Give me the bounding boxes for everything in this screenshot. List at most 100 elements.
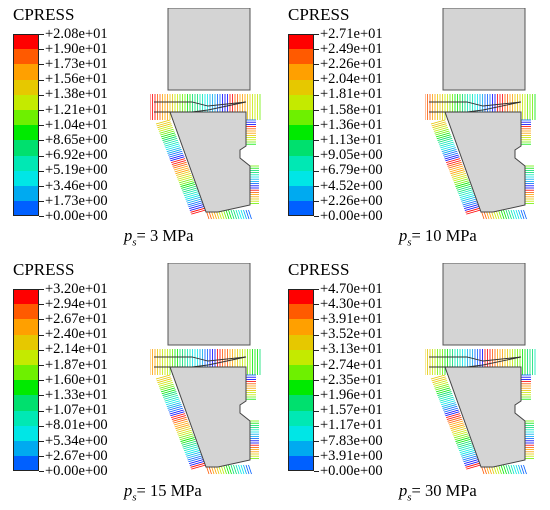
pressure-vector [160,385,175,391]
pressure-vector [451,427,466,433]
pressure-vector [438,393,453,398]
legend-label: +7.83e+00 [320,432,383,449]
pressure-vector [437,391,452,396]
legend-tick [314,410,319,412]
legend-label: +2.26e+00 [320,192,383,209]
legend-label: +2.08e+01 [45,25,108,42]
legend-title: CPRESS [13,260,75,279]
legend-swatch [13,395,39,411]
pressure-vector [233,464,237,475]
seal-lip-outline [154,356,247,368]
legend-label: +1.73e+01 [45,55,108,72]
pressure-vector [523,209,527,220]
pressure-vector [183,189,198,195]
seal-lip-outline [429,356,522,368]
pressure-vector [225,464,230,475]
pressure-vector [159,128,174,134]
pressure-vector [173,420,189,426]
pressure-vector [460,195,475,200]
pressure-vector [163,394,179,400]
pressure-vector [166,147,181,152]
legend-swatch [13,304,39,320]
seal-lip [154,356,247,368]
legend-tick [39,334,44,336]
caption-sub: s [132,491,137,504]
pressure-vector [448,418,463,424]
pressure-vector [458,446,474,452]
pressure-vector [248,209,252,220]
legend-tick [39,380,44,382]
legend-swatch [13,79,39,95]
pressure-vector [164,141,179,147]
pressure-vector [189,459,204,465]
legend-swatch [13,49,39,65]
pressure-vector [434,128,449,134]
pressure-vector [458,191,474,197]
pressure-vector [465,207,480,213]
pressure-vector [176,172,191,178]
legend-swatch [288,186,314,202]
legend-label: +2.71e+01 [320,25,383,42]
legend-swatch [288,410,314,426]
pressure-vector [178,176,193,182]
legend-swatch [13,334,39,350]
pressure-vector [432,123,447,129]
pressure-vector [515,209,520,220]
pressure-vector [518,209,522,220]
legend-swatch [288,155,314,171]
pressure-vector [432,378,447,384]
pressure-vector [435,132,451,138]
pressure-vector [430,119,446,125]
pressure-vector [446,160,461,165]
legend-label: +9.05e+00 [320,147,383,164]
legend-label: +1.07e+01 [45,402,108,419]
pressure-vector [178,178,194,184]
legend-label: +8.65e+00 [45,131,108,148]
caption-text: = 15 MPa [136,481,202,500]
pressure-vector [172,416,187,422]
pressure-vector [181,440,197,446]
seal-contour-figure [150,8,261,220]
pressure-vector [459,193,474,198]
legend-swatch [13,456,39,472]
pressure-vector [166,402,181,407]
pressure-vector [245,209,250,220]
pressure-vector [190,207,205,213]
pressure-caption: ps= 3 MPa [124,226,194,248]
pressure-vector [452,429,467,435]
pressure-vector [439,396,454,402]
legend-tick [314,79,319,81]
pressure-vector [451,172,466,178]
pressure-vector [446,415,461,420]
pressure-vector [185,195,200,200]
pressure-vector [443,150,458,156]
legend-title: CPRESS [13,5,75,24]
legend-tick [39,456,44,458]
pressure-vector [163,139,179,145]
pressure-vector [515,464,520,475]
pressure-vector [158,380,173,385]
pressure-vector [177,429,192,435]
legend-swatch [13,110,39,126]
legend-tick [39,49,44,51]
pressure-vector [189,206,204,211]
legend-tick [314,456,319,458]
pressure-vector [443,407,459,413]
pressure-vector [165,398,180,404]
pressure-vector [440,143,455,149]
legend-tick [39,201,44,203]
legend-label: +1.04e+01 [45,116,108,133]
legend-tick [314,380,319,382]
panel-3: CPRESS +3.20e+01 +2.94e+01 +2.67e+01 +2.40e… [0,255,275,510]
pressure-vector [187,455,202,461]
legend-label: +1.36e+01 [320,116,383,133]
legend-label: +2.74e+01 [320,356,383,373]
legend-swatch [13,349,39,365]
legend-title: CPRESS [288,5,350,24]
pressure-vector [505,464,510,475]
pressure-vector [167,404,182,409]
legend-swatch [288,79,314,95]
pressure-vector [161,134,176,140]
legend-label: +2.26e+01 [320,55,383,72]
seal-ring [169,111,251,213]
